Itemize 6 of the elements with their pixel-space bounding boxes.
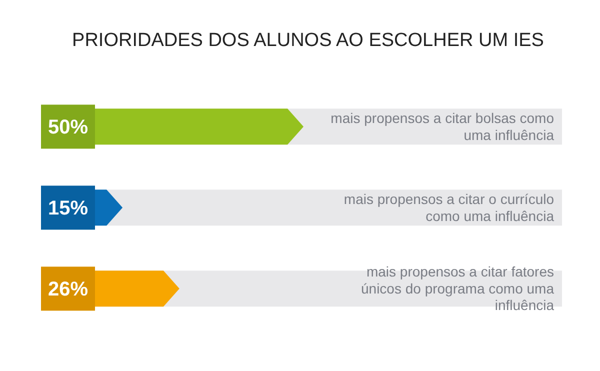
data-label: 26% — [48, 278, 88, 301]
chart-title: PRIORIDADES DOS ALUNOS AO ESCOLHER UM IES — [71, 30, 545, 52]
y-tick-label: mais propensos a citar fatores únicos do programa como uma influência — [361, 264, 554, 314]
y-tick-label: mais propensos a citar o currículo como uma influência — [344, 191, 554, 224]
y-tick-label: mais propensos a citar bolsas como uma influência — [330, 110, 554, 143]
data-label: 50% — [48, 116, 88, 139]
